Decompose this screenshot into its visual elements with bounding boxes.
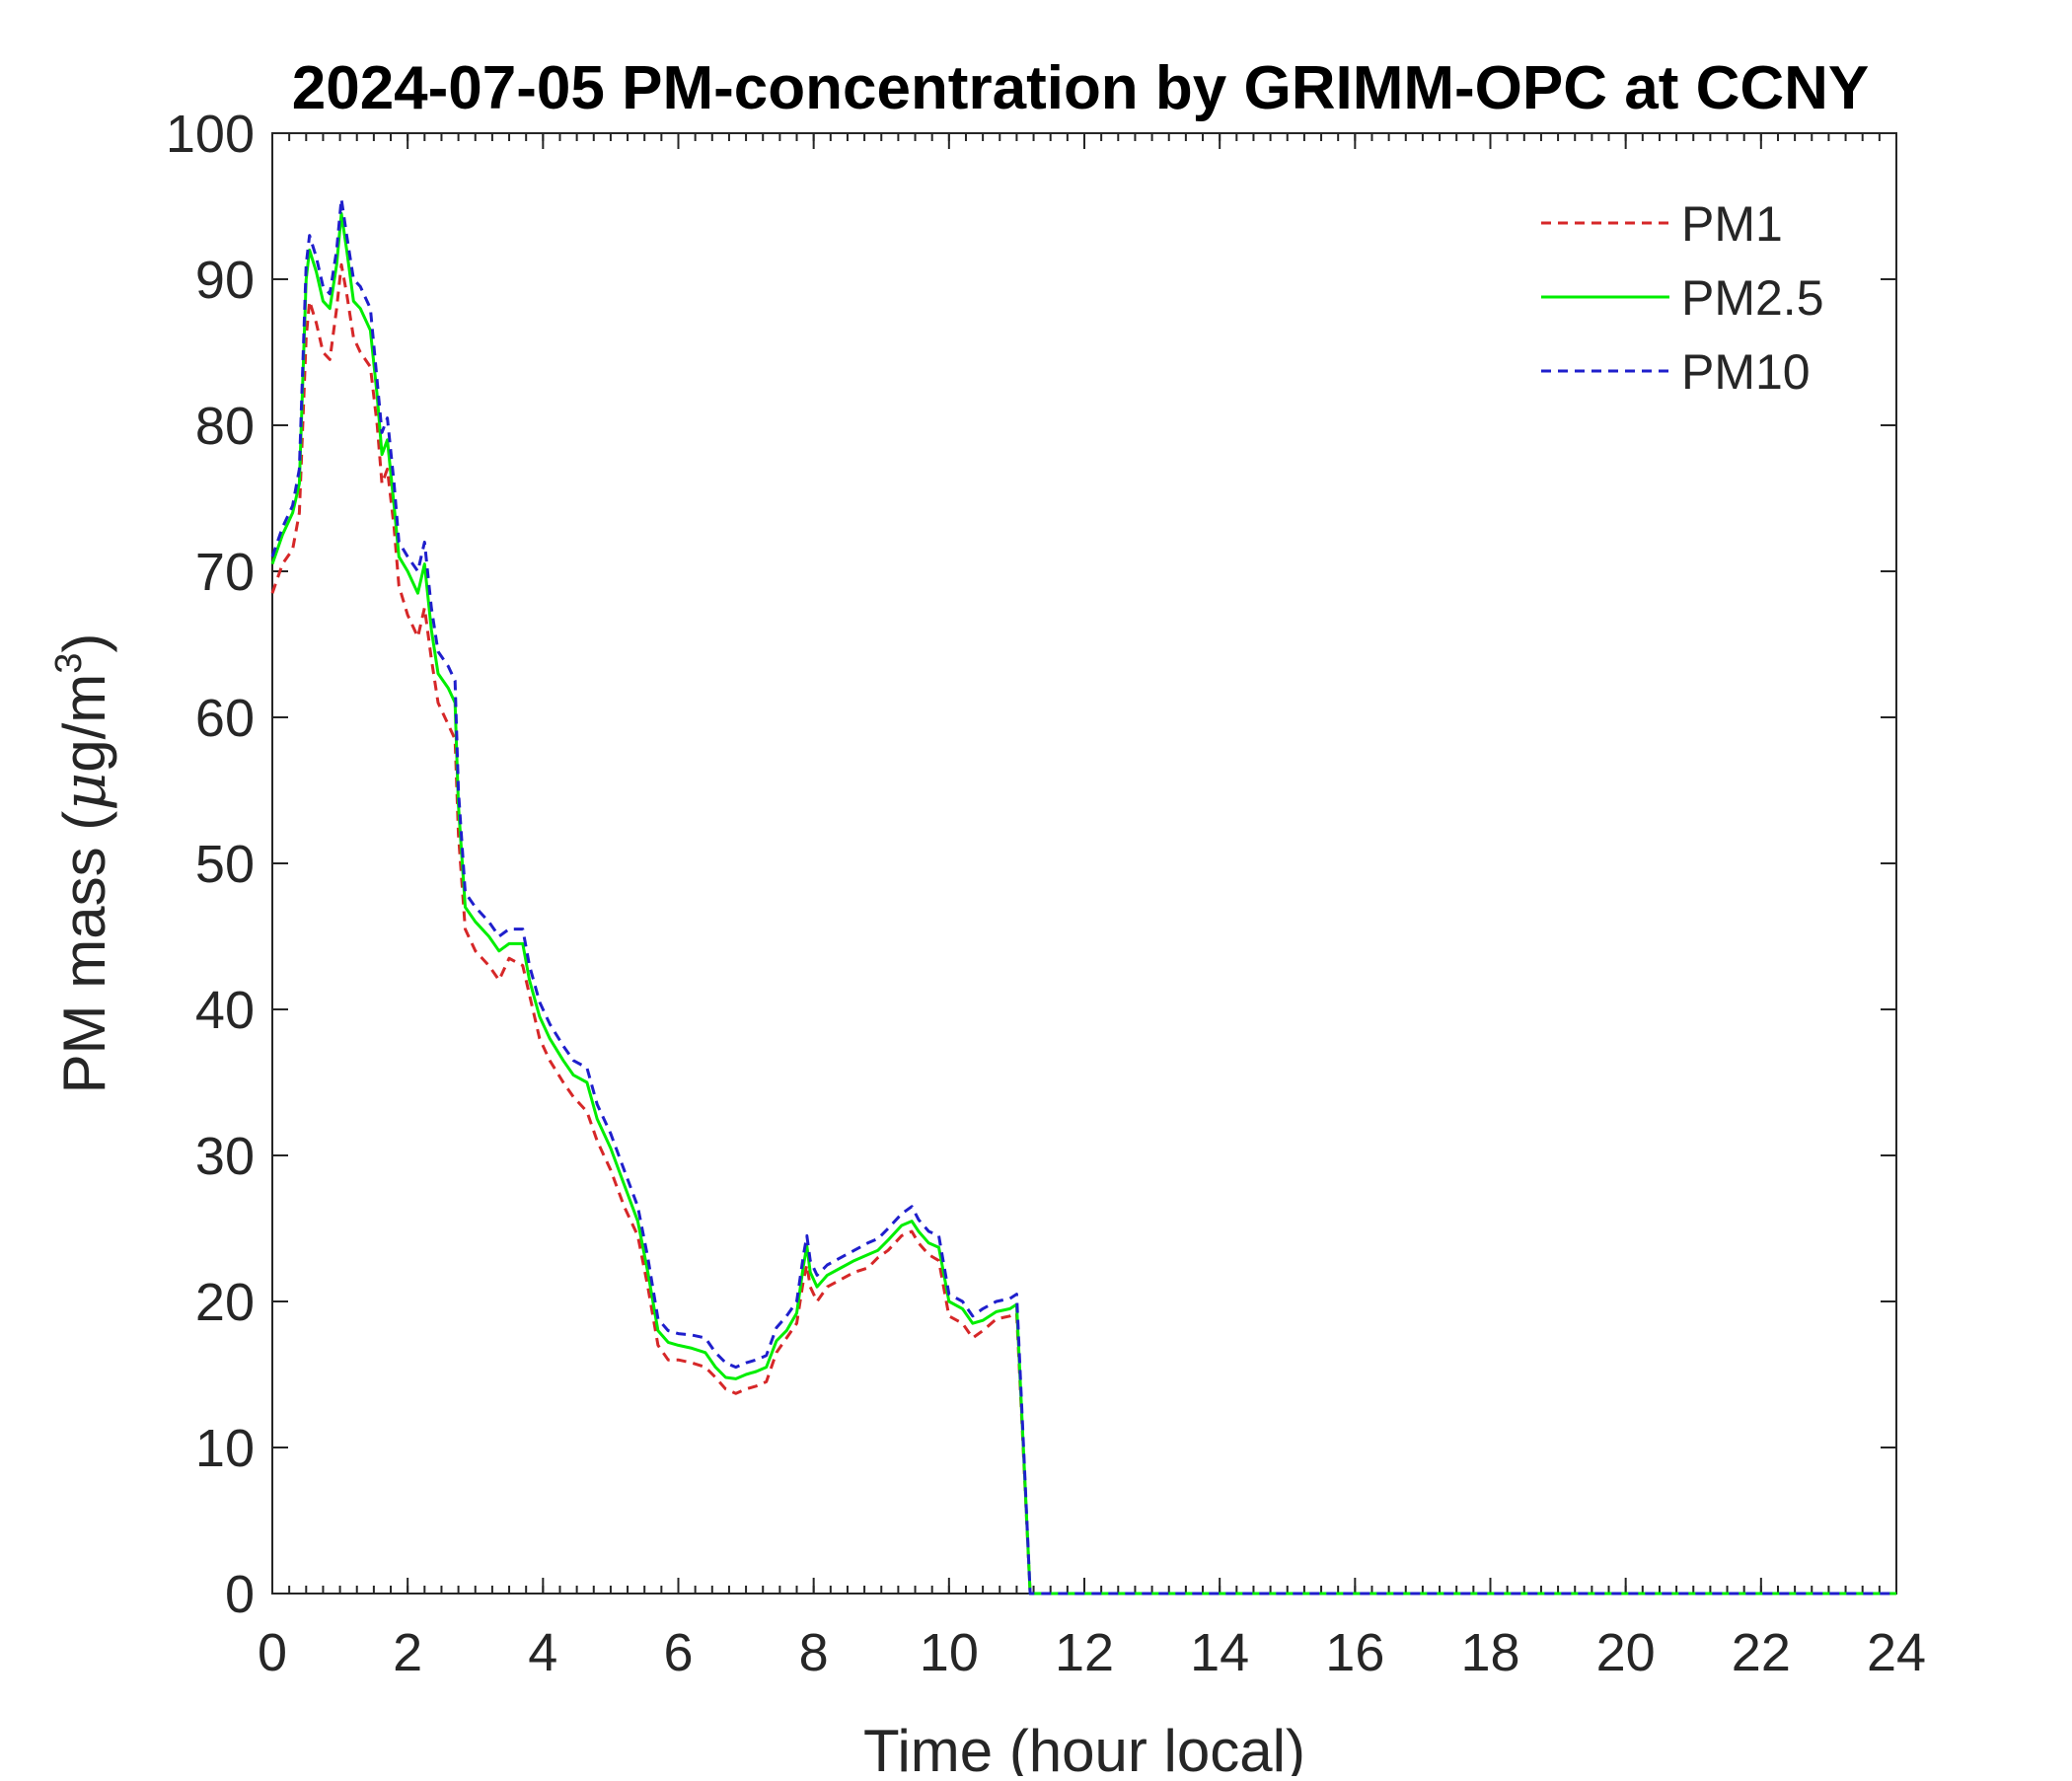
y-axis-label-close: )	[51, 633, 117, 653]
y-axis-label-mu: μ	[50, 773, 119, 811]
x-tick-label: 6	[663, 1623, 693, 1682]
y-axis-label-main: PM mass (	[51, 811, 117, 1094]
series-line-pm10	[270, 197, 1896, 1595]
y-tick-label: 40	[195, 981, 255, 1040]
x-tick-label: 0	[258, 1623, 287, 1682]
x-tick-label: 2	[393, 1623, 422, 1682]
x-tick-labels: 0 2 4 6 8 10 12 14 16 18 20 22 24	[258, 1623, 1926, 1682]
legend: PM1 PM2.5 PM10	[1541, 196, 1824, 400]
x-tick-label: 8	[799, 1623, 829, 1682]
x-tick-label: 16	[1325, 1623, 1384, 1682]
x-tick-label: 10	[920, 1623, 979, 1682]
x-tick-label: 24	[1867, 1623, 1926, 1682]
x-tick-label: 18	[1460, 1623, 1519, 1682]
plot-area	[271, 132, 1897, 1595]
legend-label: PM1	[1681, 196, 1783, 252]
x-tick-label: 12	[1055, 1623, 1114, 1682]
legend-label: PM2.5	[1681, 270, 1824, 326]
y-axis-label-exponent: 3	[48, 653, 90, 674]
y-tick-label: 80	[195, 397, 255, 456]
major-ticks	[271, 132, 1897, 1595]
x-tick-label: 4	[528, 1623, 557, 1682]
y-tick-label: 50	[195, 835, 255, 894]
y-tick-label: 90	[195, 251, 255, 310]
y-tick-label: 60	[195, 689, 255, 748]
y-axis-label: PM mass (μg/m3)	[48, 633, 119, 1094]
x-tick-label: 22	[1732, 1623, 1791, 1682]
y-tick-label: 10	[195, 1419, 255, 1478]
chart-title: 2024-07-05 PM-concentration by GRIMM-OPC…	[292, 54, 1870, 122]
x-tick-label: 20	[1596, 1623, 1656, 1682]
series-line-pm2-5	[270, 211, 1896, 1595]
y-tick-label: 20	[195, 1273, 255, 1332]
legend-label: PM10	[1681, 344, 1811, 400]
series-line-pm1	[270, 262, 1896, 1595]
y-tick-label: 0	[225, 1565, 255, 1624]
x-tick-label: 14	[1190, 1623, 1249, 1682]
y-tick-label: 100	[166, 105, 255, 164]
series-lines	[270, 197, 1896, 1595]
y-tick-label: 30	[195, 1127, 255, 1186]
y-axis-label-unit: g/m	[51, 674, 117, 773]
y-tick-labels: 0 10 20 30 40 50 60 70 80 90 100	[166, 105, 255, 1624]
y-tick-label: 70	[195, 543, 255, 602]
x-axis-label: Time (hour local)	[863, 1718, 1305, 1776]
